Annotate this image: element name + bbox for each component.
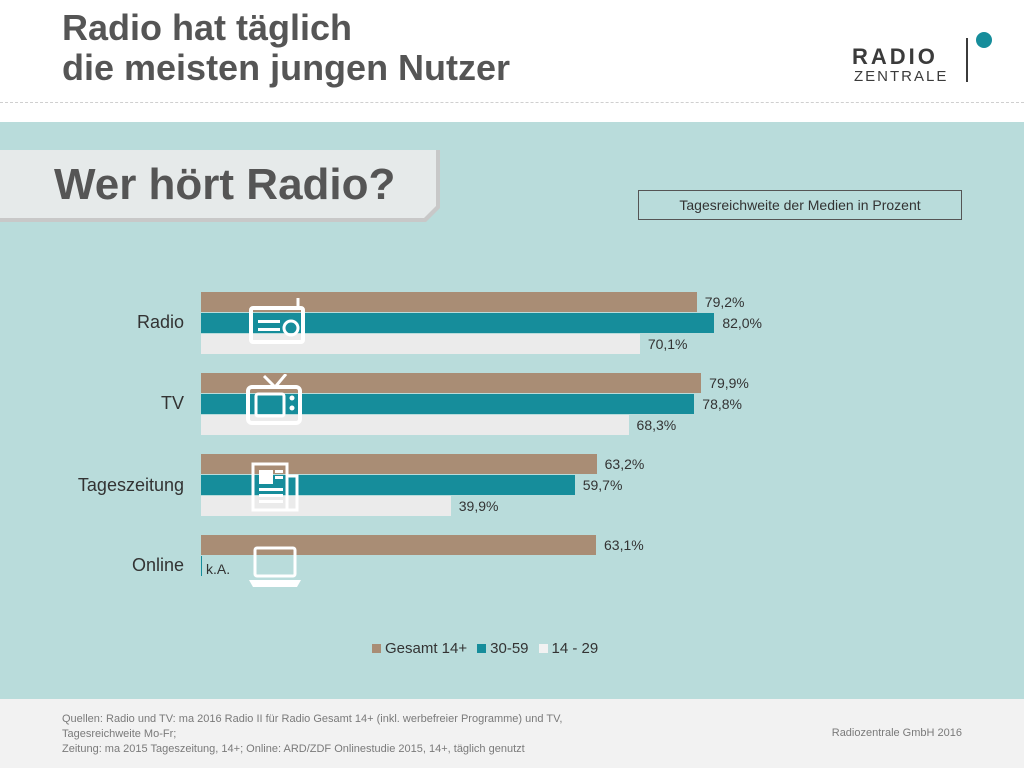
tv-icon [246,373,304,431]
sources-line-3: Zeitung: ma 2015 Tageszeitung, 14+; Onli… [62,743,525,755]
sources-line-1: Quellen: Radio und TV: ma 2016 Radio II … [62,713,563,725]
legend-item-30-59: 30-59 [477,640,529,657]
bar-tageszeitung-series-1 [201,475,575,495]
data-label-tv-series-0: 79,9% [709,375,749,391]
legend-label-gesamt: Gesamt 14+ [385,640,468,657]
sources-note: Quellen: Radio und TV: ma 2016 Radio II … [62,712,622,757]
data-label-online-not-available: k.A. [206,561,231,577]
header-divider [0,102,1024,103]
category-label-tageszeitung: Tageszeitung [77,475,184,495]
data-label-online-series-0: 63,1% [604,537,644,553]
bar-radio-series-2 [201,334,640,354]
banner-title: Wer hört Radio? [54,160,396,209]
bar-radio-series-1 [201,313,715,333]
data-label-radio-series-2: 70,1% [647,336,688,352]
data-label-tageszeitung-series-2: 39,9% [458,498,499,514]
legend-label-30-59: 30-59 [490,640,529,657]
sources-line-2: Tagesreichweite Mo-Fr; [62,728,177,740]
logo-text-radio: RADIO [852,44,938,69]
bar-tageszeitung-series-0 [201,454,597,474]
copyright-text: Radiozentrale GmbH 2016 [831,727,962,739]
slide-header: Radio hat täglich die meisten jungen Nut… [0,0,1024,120]
data-label-radio-series-0: 79,2% [704,294,745,310]
legend-swatch-14-29 [538,644,548,653]
legend-item-gesamt: Gesamt 14+ [372,640,467,657]
bar-tageszeitung-series-2 [201,496,451,516]
legend-item-14-29: 14 - 29 [538,640,599,657]
category-label-radio: Radio [136,312,184,332]
data-label-tv-series-2: 68,3% [636,417,677,433]
data-label-radio-series-1: 82,0% [722,315,763,331]
newspaper-icon [251,462,301,519]
legend-swatch-30-59 [477,644,487,653]
category-label-tv: TV [160,393,184,413]
category-label-online: Online [131,555,184,575]
laptop-icon [247,546,303,593]
bar-tv-series-0 [201,373,702,393]
radio-icon [248,298,306,349]
data-label-tv-series-1: 78,8% [702,396,742,412]
logo-bar [966,38,968,82]
bar-online-series-1-na [201,556,202,576]
chart-subtitle: Tagesreichweite der Medien in Prozent [638,190,962,220]
logo-dot [976,32,992,48]
chart-legend: Gesamt 14+ 30-59 14 - 29 [372,640,598,657]
bar-tv-series-2 [201,415,629,435]
legend-label-14-29: 14 - 29 [551,640,599,657]
radiozentrale-logo: RADIO ZENTRALE [852,30,992,86]
page-title: Radio hat täglich die meisten jungen Nut… [62,8,510,88]
bar-radio-series-0 [201,292,697,312]
logo-text-zentrale: ZENTRALE [854,68,949,85]
data-label-tageszeitung-series-1: 59,7% [582,477,623,493]
banner-shape [0,150,440,222]
legend-swatch-gesamt [372,644,381,653]
title-line-1: Radio hat täglich [62,7,353,48]
bar-online-series-0 [201,535,596,555]
data-label-tageszeitung-series-0: 63,2% [604,456,645,472]
slide-footer [0,699,1024,768]
title-line-2: die meisten jungen Nutzer [62,47,511,88]
bar-tv-series-1 [201,394,695,414]
